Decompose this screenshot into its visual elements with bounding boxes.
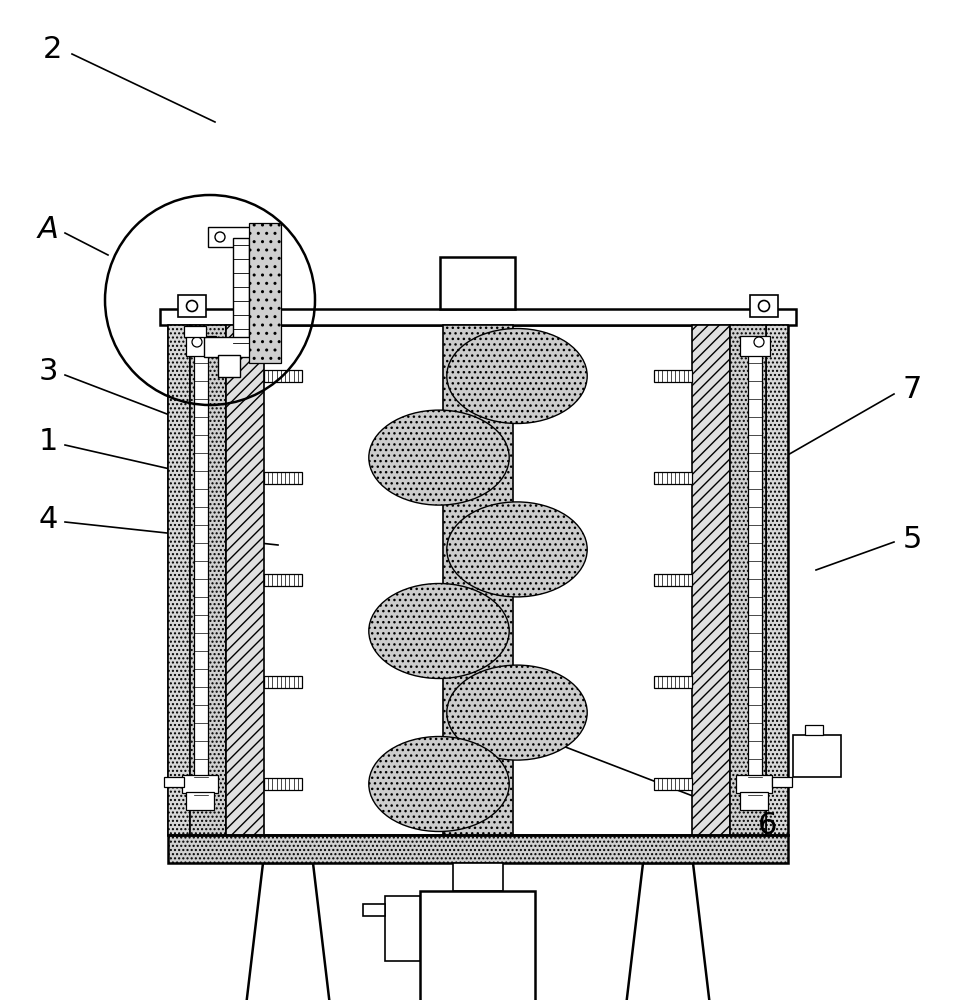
Circle shape (186, 300, 197, 312)
Ellipse shape (369, 410, 509, 505)
Bar (654, 574, 691, 586)
Text: 3: 3 (38, 358, 58, 386)
Bar (740, 336, 769, 356)
Bar (442, 325, 513, 835)
Text: 1: 1 (38, 428, 57, 456)
Polygon shape (623, 863, 711, 1000)
Bar (691, 325, 729, 835)
Ellipse shape (446, 328, 587, 424)
Ellipse shape (446, 502, 587, 597)
Bar (747, 350, 761, 805)
Bar (186, 792, 213, 810)
Bar (168, 325, 190, 835)
Bar (160, 309, 795, 325)
Bar (168, 835, 787, 863)
Bar (771, 777, 791, 787)
Bar (363, 904, 385, 916)
Bar (233, 238, 249, 353)
Bar (184, 326, 206, 337)
Bar (654, 472, 691, 484)
Text: 7: 7 (902, 375, 921, 404)
Circle shape (758, 300, 769, 312)
Bar (654, 676, 691, 688)
Circle shape (753, 337, 763, 347)
Bar (182, 775, 218, 793)
Bar (264, 370, 302, 382)
Bar (193, 350, 208, 805)
Bar (264, 472, 302, 484)
Bar (168, 325, 787, 835)
Bar (249, 223, 281, 363)
Bar (765, 325, 787, 835)
Bar (218, 355, 240, 377)
Text: 2: 2 (42, 35, 62, 64)
Text: 4: 4 (38, 506, 57, 534)
Text: A: A (37, 216, 58, 244)
Circle shape (192, 337, 202, 347)
Bar (204, 337, 253, 357)
Bar (804, 725, 822, 735)
Ellipse shape (369, 736, 509, 832)
Bar (735, 775, 771, 793)
Bar (226, 325, 264, 835)
Bar (729, 325, 765, 835)
Bar (654, 778, 691, 790)
Bar (208, 227, 252, 247)
Bar (164, 777, 184, 787)
Bar (440, 257, 515, 309)
Bar (186, 336, 215, 356)
Bar (264, 574, 302, 586)
Bar (740, 792, 767, 810)
Bar (654, 370, 691, 382)
Ellipse shape (446, 665, 587, 760)
Bar (264, 676, 302, 688)
Bar (385, 896, 420, 961)
Bar (749, 295, 778, 317)
Circle shape (214, 232, 225, 242)
Bar (420, 891, 535, 1000)
Bar (792, 735, 841, 777)
Bar (190, 325, 226, 835)
Text: 5: 5 (902, 526, 921, 554)
Bar (178, 295, 206, 317)
Text: 6: 6 (758, 810, 777, 840)
Bar (453, 863, 502, 891)
Ellipse shape (369, 584, 509, 678)
Polygon shape (244, 863, 332, 1000)
Bar (264, 778, 302, 790)
